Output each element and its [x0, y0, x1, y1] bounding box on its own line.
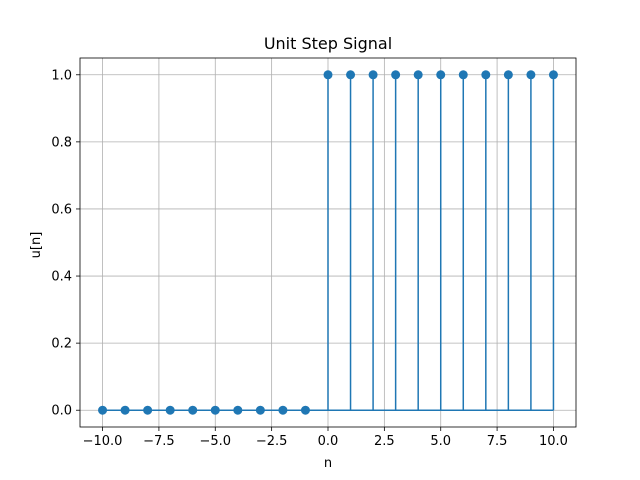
stem-marker: [413, 70, 423, 80]
stem-marker: [278, 405, 288, 415]
stem-marker: [98, 405, 108, 415]
chart-title: Unit Step Signal: [264, 34, 392, 53]
stem-marker: [143, 405, 153, 415]
y-tick-label: 1.0: [51, 68, 72, 83]
stem-marker: [436, 70, 446, 80]
x-tick-label: −7.5: [143, 434, 175, 449]
x-tick-label: 10.0: [539, 434, 568, 449]
stem-marker: [120, 405, 130, 415]
x-tick-label: 5.0: [430, 434, 451, 449]
x-axis-ticks: −10.0 −7.5 −5.0 −2.5 0.0 2.5 5.0 7.5 10.0: [83, 427, 568, 449]
stem-marker: [165, 405, 175, 415]
stem-marker: [368, 70, 378, 80]
x-tick-label: 2.5: [374, 434, 395, 449]
stem-marker: [526, 70, 536, 80]
x-axis-label: n: [324, 456, 332, 471]
x-tick-label: 7.5: [487, 434, 508, 449]
stem-marker: [391, 70, 401, 80]
x-tick-label: −5.0: [199, 434, 231, 449]
y-tick-label: 0.2: [51, 337, 72, 352]
y-tick-label: 0.8: [51, 135, 72, 150]
x-tick-label: −2.5: [256, 434, 288, 449]
stem-marker: [188, 405, 198, 415]
y-tick-label: 0.0: [51, 404, 72, 419]
y-tick-label: 0.4: [51, 270, 72, 285]
x-tick-label: −10.0: [83, 434, 123, 449]
y-axis-label: u[n]: [29, 232, 44, 259]
y-tick-label: 0.6: [51, 202, 72, 217]
stem-marker: [323, 70, 333, 80]
stem-marker: [233, 405, 243, 415]
stem-marker: [458, 70, 468, 80]
stem-marker: [300, 405, 310, 415]
x-tick-label: 0.0: [318, 434, 339, 449]
stem-marker: [503, 70, 513, 80]
stem-marker: [255, 405, 265, 415]
y-axis-ticks: 0.0 0.2 0.4 0.6 0.8 1.0: [51, 68, 80, 419]
stem-marker: [346, 70, 356, 80]
stem-marker: [481, 70, 491, 80]
stem-marker: [548, 70, 558, 80]
stem-marker: [210, 405, 220, 415]
stem-series: [98, 70, 558, 415]
